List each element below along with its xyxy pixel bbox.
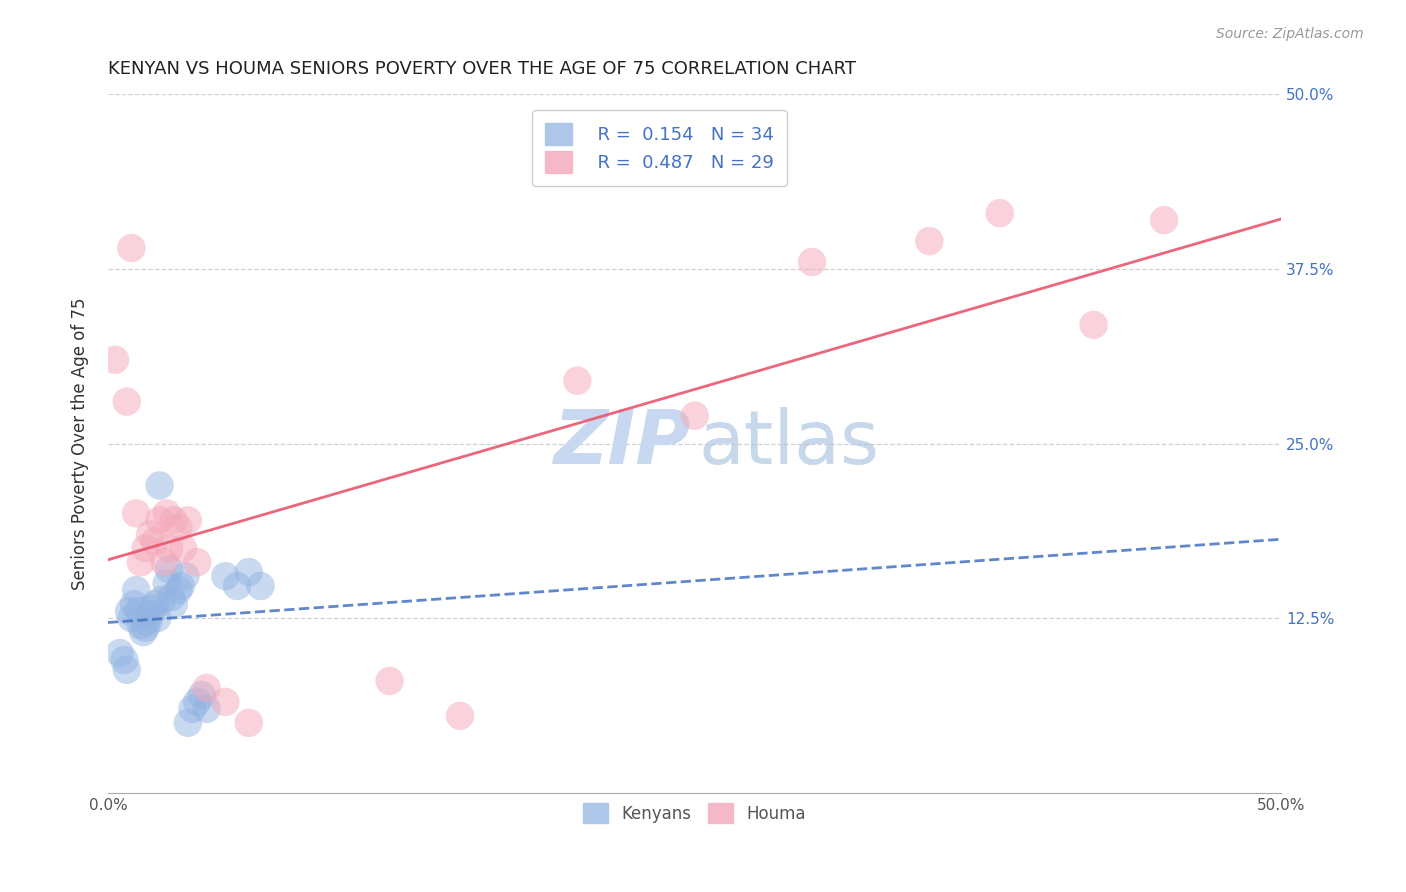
Y-axis label: Seniors Poverty Over the Age of 75: Seniors Poverty Over the Age of 75 xyxy=(72,297,89,590)
Point xyxy=(150,593,173,607)
Point xyxy=(132,625,155,640)
Point xyxy=(115,394,138,409)
Point xyxy=(160,590,183,604)
Point xyxy=(226,579,249,593)
Point xyxy=(156,507,179,521)
Point xyxy=(238,715,260,730)
Text: KENYAN VS HOUMA SENIORS POVERTY OVER THE AGE OF 75 CORRELATION CHART: KENYAN VS HOUMA SENIORS POVERTY OVER THE… xyxy=(108,60,856,78)
Point xyxy=(918,234,941,248)
Point xyxy=(143,534,166,549)
Point xyxy=(120,241,142,255)
Point xyxy=(115,663,138,677)
Point xyxy=(108,646,131,660)
Point xyxy=(567,374,589,388)
Point xyxy=(801,255,824,269)
Point xyxy=(129,618,152,632)
Point xyxy=(191,688,214,702)
Point xyxy=(249,579,271,593)
Text: atlas: atlas xyxy=(699,407,879,480)
Point xyxy=(186,555,208,569)
Point xyxy=(238,565,260,579)
Point xyxy=(195,702,218,716)
Legend: Kenyans, Houma: Kenyans, Houma xyxy=(574,793,815,833)
Point xyxy=(177,715,200,730)
Point xyxy=(146,611,169,625)
Point xyxy=(149,478,172,492)
Point xyxy=(186,695,208,709)
Point xyxy=(170,579,193,593)
Point xyxy=(683,409,706,423)
Point xyxy=(163,597,186,611)
Point xyxy=(157,562,180,576)
Point xyxy=(167,583,190,598)
Point xyxy=(135,621,157,635)
Point xyxy=(1083,318,1105,332)
Point xyxy=(177,513,200,527)
Point xyxy=(163,513,186,527)
Point xyxy=(195,681,218,695)
Text: ZIP: ZIP xyxy=(554,407,692,480)
Text: Source: ZipAtlas.com: Source: ZipAtlas.com xyxy=(1216,27,1364,41)
Point xyxy=(104,352,127,367)
Point xyxy=(181,702,204,716)
Point xyxy=(125,507,148,521)
Point xyxy=(1153,213,1175,227)
Point xyxy=(167,520,190,534)
Point xyxy=(449,709,471,723)
Point xyxy=(143,597,166,611)
Point xyxy=(136,615,159,630)
Point xyxy=(112,653,135,667)
Point xyxy=(214,569,236,583)
Point xyxy=(139,607,162,621)
Point xyxy=(378,673,401,688)
Point xyxy=(157,541,180,556)
Point xyxy=(135,541,157,556)
Point xyxy=(153,555,176,569)
Point xyxy=(149,513,172,527)
Point xyxy=(118,604,141,618)
Point xyxy=(214,695,236,709)
Point xyxy=(122,597,145,611)
Point xyxy=(174,569,197,583)
Point xyxy=(988,206,1011,220)
Point xyxy=(120,611,142,625)
Point xyxy=(129,555,152,569)
Point xyxy=(172,541,194,556)
Point xyxy=(139,527,162,541)
Point xyxy=(142,601,165,615)
Point xyxy=(156,576,179,591)
Point xyxy=(125,583,148,598)
Point xyxy=(128,604,150,618)
